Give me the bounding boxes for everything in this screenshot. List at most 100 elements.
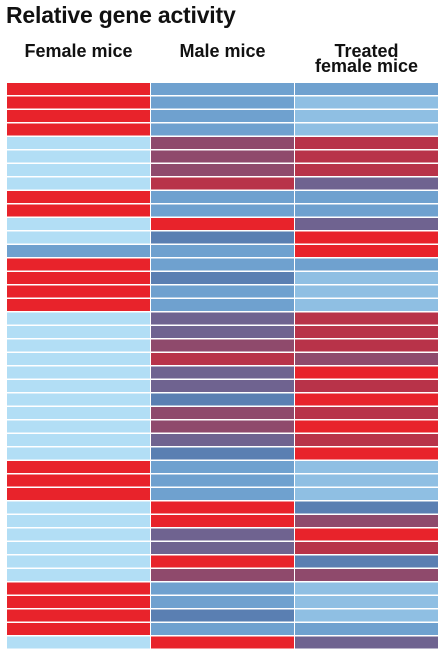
heatmap-cell <box>295 285 438 298</box>
heatmap-cell <box>151 96 294 109</box>
heatmap-cell <box>295 474 438 487</box>
heatmap-cell <box>295 150 438 163</box>
heatmap-cell <box>7 218 150 230</box>
heatmap-cell <box>7 245 150 257</box>
heatmap-cell <box>295 191 438 203</box>
heatmap-row <box>7 285 438 298</box>
heatmap-cell <box>151 204 294 217</box>
heatmap-row <box>7 555 438 568</box>
heatmap-cell <box>7 299 150 311</box>
heatmap-cell <box>295 461 438 473</box>
heatmap-cell <box>7 582 150 595</box>
heatmap-row <box>7 623 438 635</box>
heatmap-cell <box>295 137 438 149</box>
heatmap-cell <box>295 204 438 217</box>
heatmap-cell <box>151 177 294 190</box>
heatmap-cell <box>7 137 150 149</box>
heatmap-cell <box>151 231 294 244</box>
heatmap-cell <box>295 299 438 311</box>
heatmap-cell <box>295 636 438 649</box>
heatmap-cell <box>295 434 438 446</box>
heatmap-cell <box>295 366 438 379</box>
heatmap-cell <box>151 137 294 149</box>
heatmap-cell <box>295 245 438 257</box>
heatmap-row <box>7 569 438 581</box>
heatmap-cell <box>7 569 150 581</box>
heatmap-cell <box>151 569 294 581</box>
heatmap-row <box>7 326 438 338</box>
heatmap-cell <box>295 542 438 554</box>
heatmap-row <box>7 177 438 190</box>
heatmap-cell <box>151 461 294 473</box>
heatmap-cell <box>151 218 294 230</box>
heatmap-cell <box>295 407 438 419</box>
heatmap-cell <box>151 285 294 298</box>
heatmap-cell <box>295 83 438 95</box>
heatmap-row <box>7 515 438 527</box>
heatmap-row <box>7 164 438 176</box>
heatmap-cell <box>295 515 438 527</box>
heatmap-row <box>7 461 438 473</box>
heatmap-row <box>7 420 438 433</box>
heatmap-cell <box>151 191 294 203</box>
heatmap-cell <box>295 312 438 325</box>
heatmap-row <box>7 393 438 406</box>
heatmap-cell <box>7 393 150 406</box>
heatmap-cell <box>151 407 294 419</box>
heatmap-cell <box>7 528 150 541</box>
heatmap-cell <box>295 582 438 595</box>
heatmap-row <box>7 488 438 500</box>
heatmap-row <box>7 96 438 109</box>
heatmap-row <box>7 272 438 284</box>
heatmap-cell <box>7 474 150 487</box>
heatmap-row <box>7 312 438 325</box>
heatmap-row <box>7 434 438 446</box>
heatmap-row <box>7 299 438 311</box>
heatmap-cell <box>7 515 150 527</box>
heatmap-cell <box>151 596 294 608</box>
heatmap-cell <box>151 501 294 514</box>
heatmap-cell <box>295 569 438 581</box>
heatmap-cell <box>295 353 438 365</box>
heatmap-cell <box>151 164 294 176</box>
heatmap-row <box>7 447 438 460</box>
heatmap-cell <box>295 488 438 500</box>
column-label-female-mice: Female mice <box>24 41 133 61</box>
heatmap-cell <box>7 110 150 122</box>
heatmap-cell <box>295 164 438 176</box>
heatmap-cell <box>295 380 438 392</box>
heatmap-cell <box>151 339 294 352</box>
heatmap-row <box>7 258 438 271</box>
heatmap-row <box>7 474 438 487</box>
heatmap-cell <box>7 447 150 460</box>
heatmap-cell <box>151 528 294 541</box>
heatmap-row <box>7 339 438 352</box>
heatmap-cell <box>295 528 438 541</box>
heatmap-cell <box>295 447 438 460</box>
heatmap-cell <box>295 393 438 406</box>
heatmap-cell <box>7 488 150 500</box>
heatmap-cell <box>7 177 150 190</box>
heatmap-cell <box>7 366 150 379</box>
heatmap-row <box>7 231 438 244</box>
heatmap-cell <box>295 218 438 230</box>
heatmap-cell <box>7 461 150 473</box>
heatmap-cell <box>151 582 294 595</box>
heatmap-cell <box>295 596 438 608</box>
heatmap-cell <box>7 83 150 95</box>
heatmap-cell <box>7 542 150 554</box>
heatmap-cell <box>151 474 294 487</box>
heatmap-cell <box>7 326 150 338</box>
heatmap-cell <box>7 339 150 352</box>
heatmap-row <box>7 582 438 595</box>
heatmap-cell <box>7 596 150 608</box>
heatmap-cell <box>151 542 294 554</box>
heatmap-row <box>7 150 438 163</box>
heatmap-cell <box>151 245 294 257</box>
heatmap-cell <box>7 312 150 325</box>
heatmap-row <box>7 596 438 608</box>
heatmap-row <box>7 501 438 514</box>
heatmap-cell <box>7 191 150 203</box>
heatmap-row <box>7 407 438 419</box>
